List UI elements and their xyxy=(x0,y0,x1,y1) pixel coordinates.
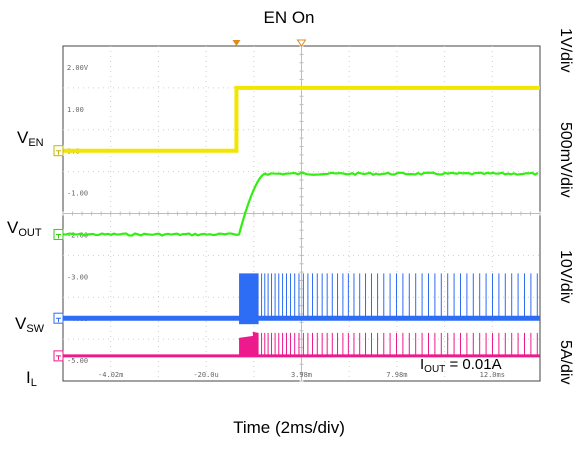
scale-label-l: 5A/div xyxy=(557,340,574,385)
x-tick-label: -4.02m xyxy=(98,371,123,379)
chart-title: EN On xyxy=(263,8,315,27)
iout-annotation-sub: OUT xyxy=(424,364,446,375)
series-label-l-sub: L xyxy=(30,377,37,389)
trace-vsw-pulses xyxy=(261,273,538,319)
series-label-l: IL xyxy=(26,368,37,389)
scale-label-en: 1V/div xyxy=(557,28,574,73)
ground-icon xyxy=(56,317,61,323)
trace-vout xyxy=(61,171,539,237)
center-marker-icon xyxy=(296,39,307,47)
series-label-out-sub: OUT xyxy=(18,227,42,239)
x-tick-label: 12.0ms xyxy=(480,371,505,379)
series-label-sw: VSW xyxy=(15,314,44,335)
ground-icon xyxy=(56,233,61,239)
y-tick-label: 2.00V xyxy=(67,64,89,72)
x-tick-label: 3.98m xyxy=(291,371,312,379)
iout-annotation-value: = 0.01A xyxy=(445,356,502,373)
y-tick-label: -1.00 xyxy=(67,190,88,198)
series-label-en-main: V xyxy=(17,128,29,147)
series-label-en-sub: EN xyxy=(28,137,44,149)
iout-annotation: IOUT = 0.01A xyxy=(420,356,502,375)
trace-il-burst xyxy=(239,331,259,356)
series-label-en: VEN xyxy=(17,128,44,149)
y-tick-label: -5.00 xyxy=(67,357,88,365)
series-label-out: VOUT xyxy=(7,218,42,239)
y-tick-label: 1.00 xyxy=(67,106,84,114)
ground-icon xyxy=(56,355,61,360)
x-tick-label: 7.98m xyxy=(386,371,407,379)
series-label-l-main: I xyxy=(26,368,31,387)
trigger-marker-icon xyxy=(232,40,241,46)
y-tick-label: -3.00 xyxy=(67,273,88,281)
x-axis-label: Time (2ms/div) xyxy=(233,418,345,437)
trace-vsw-burst xyxy=(239,273,259,325)
ground-icon xyxy=(56,150,61,155)
scale-label-out: 500mV/div xyxy=(557,122,574,198)
x-tick-label: -20.0u xyxy=(193,371,218,379)
trace-il-pulses xyxy=(261,332,538,356)
iout-annotation-main: I xyxy=(420,356,425,373)
scale-label-sw: 10V/div xyxy=(557,250,574,304)
series-label-sw-sub: SW xyxy=(26,323,45,335)
series-label-sw-main: V xyxy=(15,314,27,333)
series-label-out-main: V xyxy=(7,218,19,237)
trace-ven xyxy=(63,85,540,153)
